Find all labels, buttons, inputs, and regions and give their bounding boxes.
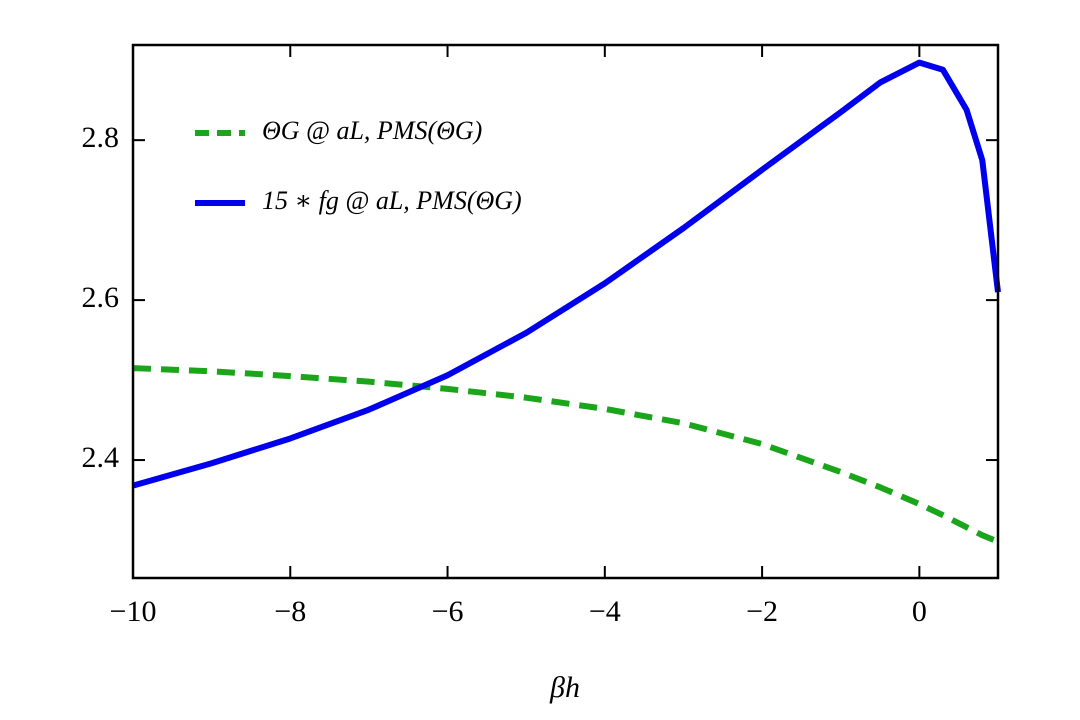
x-tick-label: −8 [274, 595, 306, 628]
x-tick-label: −4 [589, 595, 621, 628]
data-line [132, 59, 1001, 489]
legend-label: ΘG @ aL, PMS(ΘG) [262, 116, 482, 145]
x-tick-label: −6 [432, 595, 464, 628]
y-tick-label: 2.6 [82, 281, 120, 314]
legend-label: 15 ∗ fg @ aL, PMS(ΘG) [262, 186, 522, 215]
x-tick-label: −2 [746, 595, 778, 628]
plot-frame [131, 43, 1000, 580]
x-tick-label: 0 [912, 595, 927, 628]
y-tick-label: 2.8 [82, 121, 120, 154]
x-axis-label: βh [549, 671, 580, 704]
data-line [132, 365, 1000, 545]
y-tick-label: 2.4 [82, 441, 120, 474]
x-tick-label: −10 [110, 595, 157, 628]
